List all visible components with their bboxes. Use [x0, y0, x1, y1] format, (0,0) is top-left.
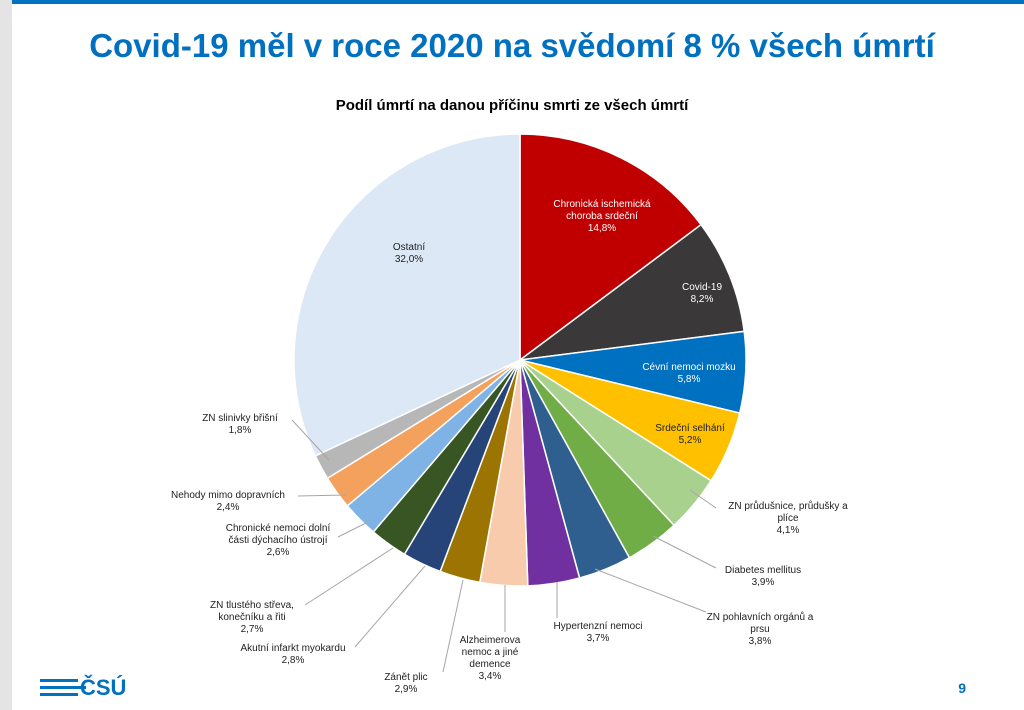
leader-line-11: [304, 547, 394, 606]
slice-label-13: Nehody mimo dopravních 2,4%: [171, 490, 285, 513]
leader-line-4: [689, 489, 717, 509]
slice-label-2: Cévní nemoci mozku 5,8%: [642, 362, 735, 385]
slice-label-1: Covid-19 8,2%: [682, 282, 722, 305]
leader-line-13: [297, 494, 347, 497]
chart-title: Podíl úmrtí na danou příčinu smrti ze vš…: [335, 97, 689, 114]
pie-slice-1: [517, 223, 746, 362]
slice-label-8: Alzheimerova nemoc a jiné demence 3,4%: [460, 635, 521, 682]
slice-label-7: Hypertenzní nemoci 3,7%: [554, 621, 643, 644]
slice-label-9: Zánět plic 2,9%: [384, 672, 427, 695]
slice-label-12: Chronické nemoci dolní části dýchacího ús…: [226, 523, 331, 558]
slice-label-3: Srdeční selhání 5,2%: [655, 423, 725, 446]
leader-line-10: [354, 565, 426, 648]
page-number: 9: [958, 680, 966, 696]
slice-label-4: ZN průdušnice, průdušky a plíce 4,1%: [728, 500, 848, 536]
slice-label-6: ZN pohlavních orgánů a prsu 3,8%: [707, 611, 814, 647]
slide-top-rule: [12, 0, 1024, 4]
slice-label-14: ZN slinivky břišní 1,8%: [202, 413, 278, 436]
leader-line-9: [442, 579, 464, 673]
slice-label-15: Ostatní 32,0%: [393, 242, 425, 265]
pie-slice-15: [293, 133, 521, 457]
slice-label-11: ZN tlustého střeva, konečníku a řiti 2,7%: [210, 600, 294, 635]
leader-line-5: [652, 535, 717, 569]
leader-line-6: [594, 568, 707, 613]
slice-label-10: Akutní infarkt myokardu 2,8%: [240, 643, 345, 666]
slide-left-edge: [0, 0, 12, 710]
slice-label-0: Chronická ischemická choroba srdeční 14,8%: [553, 199, 651, 234]
logo-lines-icon: [40, 679, 86, 697]
leader-line-14: [291, 419, 330, 461]
leader-line-12: [337, 520, 371, 538]
slice-label-5: Diabetes mellitus 3,9%: [725, 565, 801, 588]
slide-title: Covid-19 měl v roce 2020 na svědomí 8 % …: [89, 27, 935, 64]
pie-slice-0: [519, 133, 703, 362]
logo-text: ČSÚ: [80, 675, 127, 700]
